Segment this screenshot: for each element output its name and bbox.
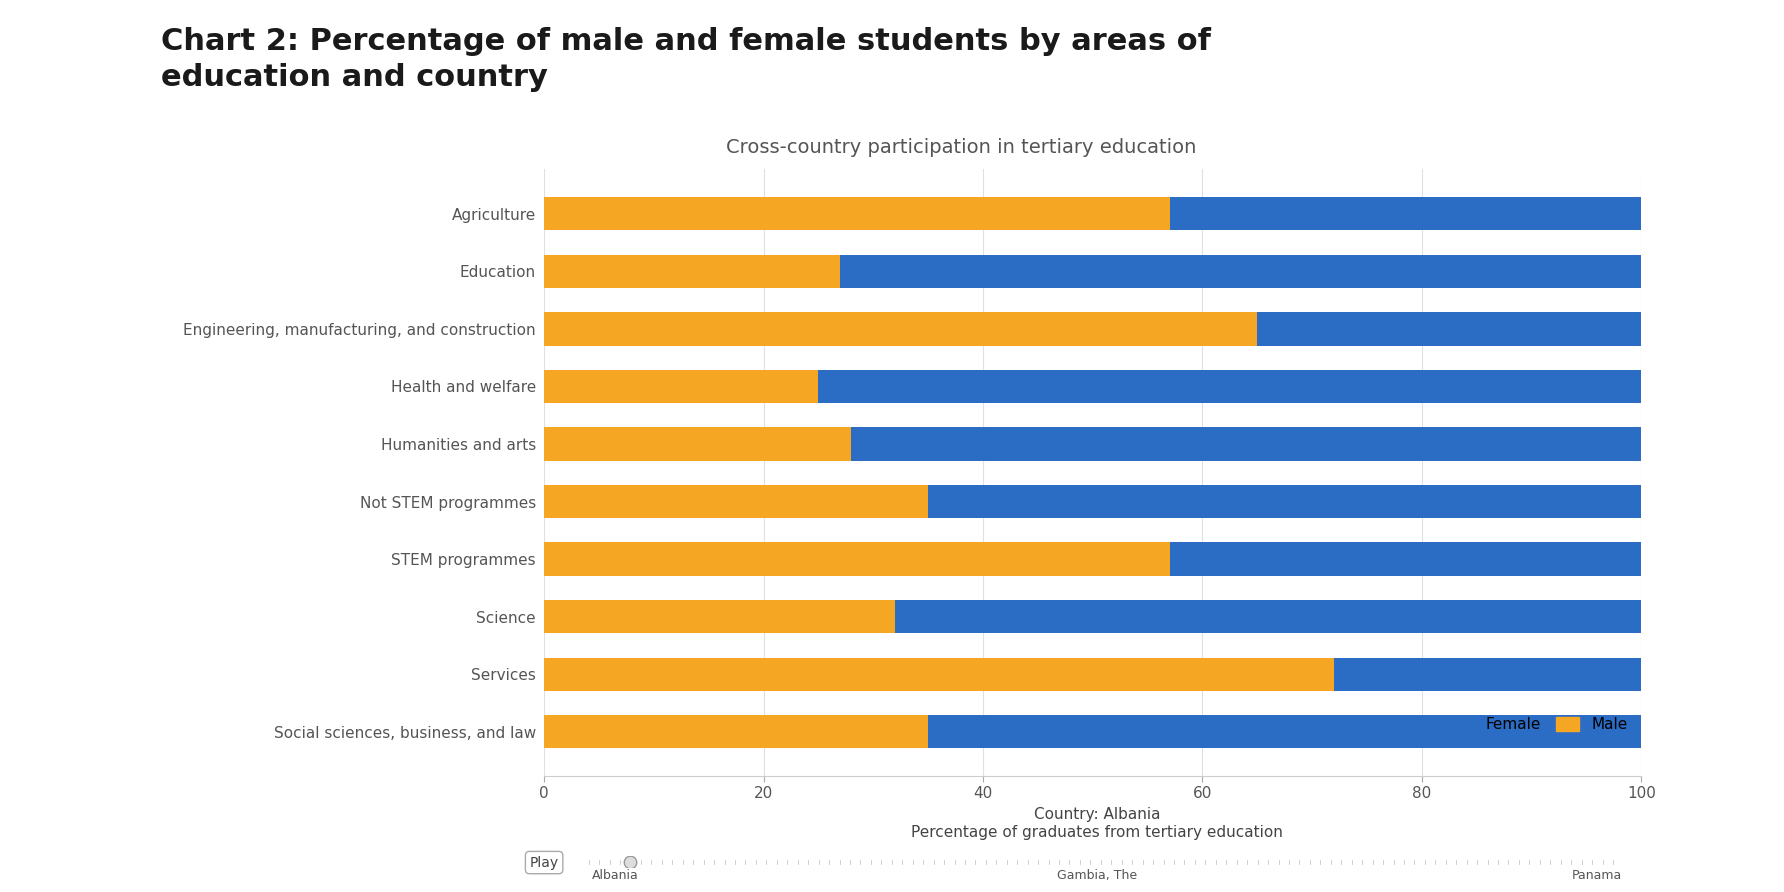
Legend: Female, Male: Female, Male (1445, 711, 1634, 738)
Bar (544, 369, 819, 403)
Text: Gambia, The: Gambia, The (1058, 869, 1136, 881)
Text: Play: Play (530, 855, 558, 870)
Bar (840, 254, 1641, 288)
Bar (544, 600, 896, 633)
Bar (544, 542, 1170, 576)
Text: Percentage of graduates from tertiary education: Percentage of graduates from tertiary ed… (912, 825, 1283, 839)
Text: Panama: Panama (1572, 869, 1622, 881)
Title: Cross-country participation in tertiary education: Cross-country participation in tertiary … (726, 137, 1197, 157)
Bar (1170, 542, 1641, 576)
Bar (544, 197, 1170, 230)
Bar (1334, 657, 1641, 691)
Bar (544, 715, 928, 748)
Bar (544, 427, 851, 460)
Bar (896, 600, 1641, 633)
Bar (544, 254, 840, 288)
Bar (1258, 312, 1641, 345)
Bar (928, 715, 1641, 748)
Bar (544, 312, 1258, 345)
Bar (544, 657, 1334, 691)
Bar (928, 485, 1641, 518)
Bar (1170, 197, 1641, 230)
Text: Country: Albania: Country: Albania (1035, 807, 1160, 822)
Bar (819, 369, 1641, 403)
Bar (851, 427, 1641, 460)
Bar (544, 485, 928, 518)
Text: Chart 2: Percentage of male and female students by areas of
education and countr: Chart 2: Percentage of male and female s… (161, 27, 1210, 92)
Text: Albania: Albania (592, 869, 639, 881)
